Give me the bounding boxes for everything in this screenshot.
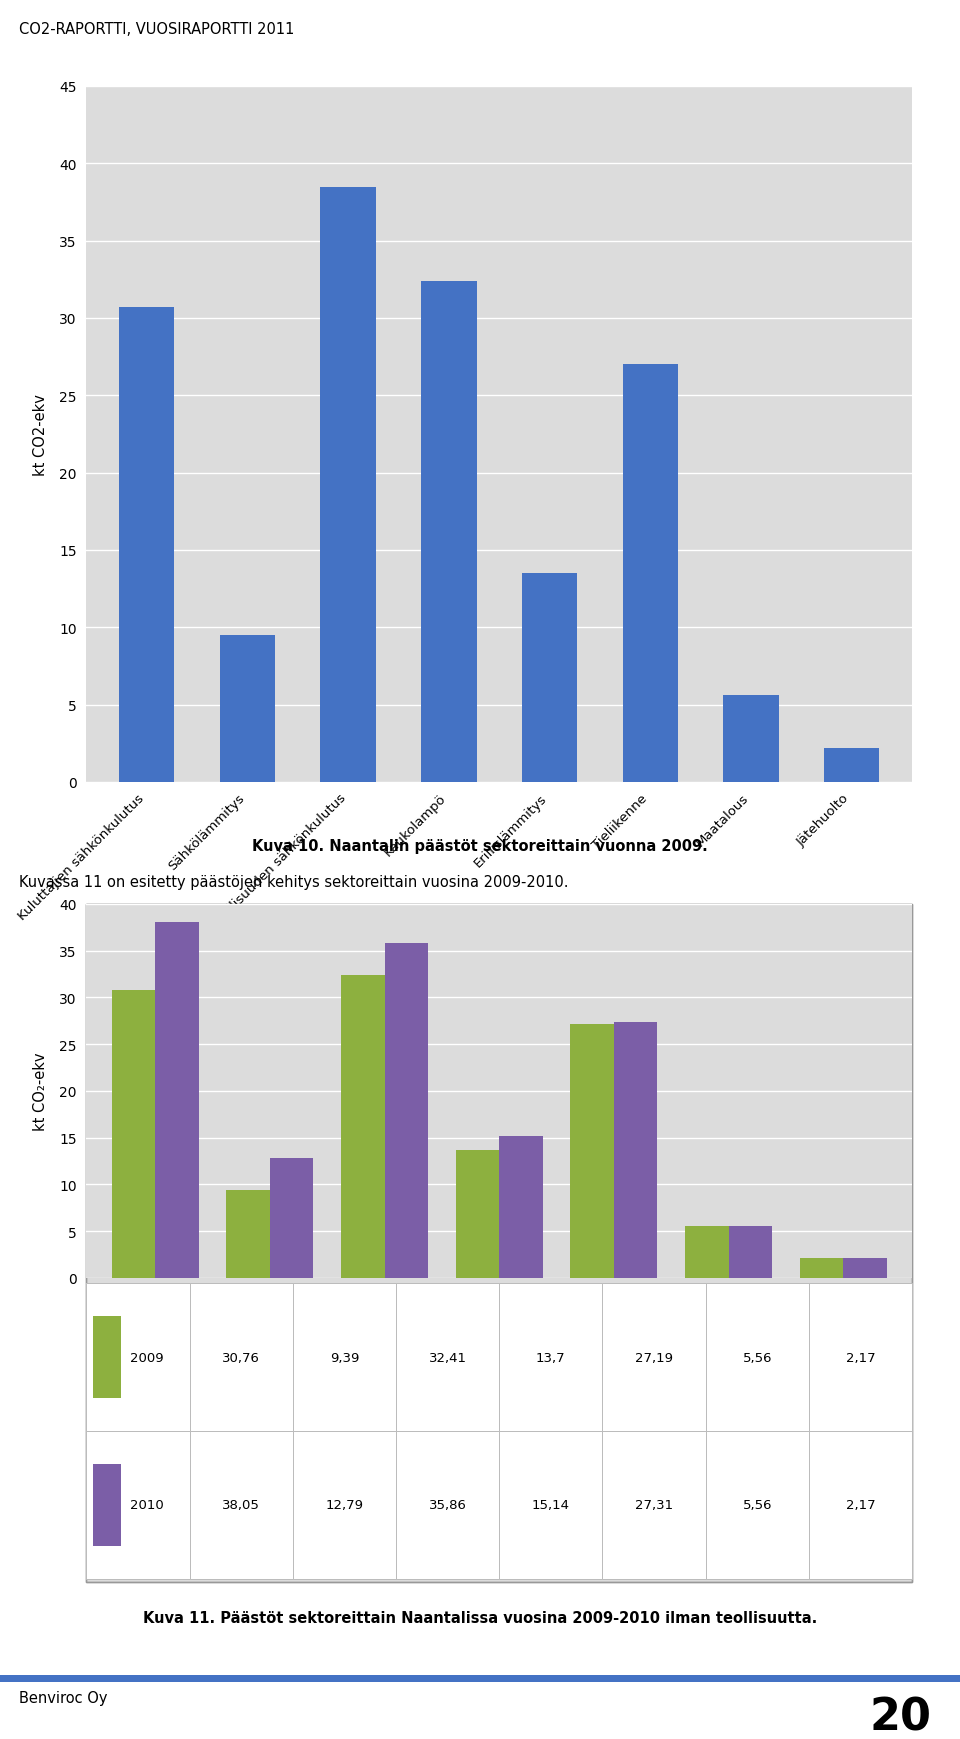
Bar — [800, 1257, 843, 1278]
Text: 30,76: 30,76 — [223, 1351, 260, 1363]
Text: Kuva 10. Naantalin päästöt sektoreittain vuonna 2009.: Kuva 10. Naantalin päästöt sektoreittain… — [252, 838, 708, 854]
Bar — [119, 308, 175, 783]
Bar — [613, 1023, 658, 1278]
Text: 5,56: 5,56 — [742, 1351, 772, 1363]
Text: 2010: 2010 — [130, 1499, 163, 1511]
Bar — [603, 1283, 706, 1431]
Text: 27,19: 27,19 — [635, 1351, 673, 1363]
Bar — [603, 1431, 706, 1579]
Text: 9,39: 9,39 — [329, 1351, 359, 1363]
Y-axis label: kt CO₂-ekv: kt CO₂-ekv — [33, 1052, 48, 1130]
Bar — [729, 1226, 772, 1278]
Bar — [189, 1283, 293, 1431]
Text: Kuvassa 11 on esitetty päästöjen kehitys sektoreittain vuosina 2009-2010.: Kuvassa 11 on esitetty päästöjen kehitys… — [19, 875, 568, 890]
Text: Benviroc Oy: Benviroc Oy — [19, 1690, 108, 1706]
Bar — [396, 1283, 499, 1431]
Text: 13,7: 13,7 — [536, 1351, 565, 1363]
Bar — [456, 1149, 499, 1278]
Bar — [499, 1283, 603, 1431]
Text: 5,56: 5,56 — [742, 1499, 772, 1511]
Text: 20: 20 — [869, 1696, 931, 1739]
Text: 2,17: 2,17 — [846, 1499, 876, 1511]
Text: 2009: 2009 — [130, 1351, 163, 1363]
Bar — [270, 1158, 313, 1278]
Bar — [341, 976, 385, 1278]
Text: CO2-RAPORTTI, VUOSIRAPORTTI 2011: CO2-RAPORTTI, VUOSIRAPORTTI 2011 — [19, 21, 295, 37]
Bar — [293, 1431, 396, 1579]
Bar — [843, 1257, 887, 1278]
Bar — [570, 1024, 613, 1278]
Bar — [706, 1283, 808, 1431]
Bar — [189, 1431, 293, 1579]
Text: 38,05: 38,05 — [223, 1499, 260, 1511]
Bar — [321, 188, 376, 783]
Bar — [684, 1226, 729, 1278]
Bar — [421, 282, 476, 783]
Y-axis label: kt CO2-ekv: kt CO2-ekv — [33, 393, 48, 476]
Text: 35,86: 35,86 — [429, 1499, 467, 1511]
Bar — [723, 696, 779, 783]
Text: 27,31: 27,31 — [635, 1499, 673, 1511]
Bar — [111, 991, 156, 1278]
Bar — [86, 1431, 189, 1579]
Bar — [808, 1431, 912, 1579]
Text: 32,41: 32,41 — [428, 1351, 467, 1363]
Bar — [92, 1316, 122, 1398]
Bar — [396, 1431, 499, 1579]
Bar — [522, 574, 577, 783]
Bar — [86, 1283, 189, 1431]
Bar — [824, 748, 879, 783]
Bar — [499, 1137, 542, 1278]
Text: 2,17: 2,17 — [846, 1351, 876, 1363]
Bar — [227, 1191, 270, 1278]
Bar — [92, 1464, 122, 1546]
Bar — [622, 365, 678, 783]
Bar — [293, 1283, 396, 1431]
Bar — [156, 922, 199, 1278]
Text: Kuva 11. Päästöt sektoreittain Naantalissa vuosina 2009-2010 ilman teollisuutta.: Kuva 11. Päästöt sektoreittain Naantalis… — [143, 1610, 817, 1626]
Bar — [808, 1283, 912, 1431]
Bar — [220, 636, 276, 783]
Bar — [385, 943, 428, 1278]
Bar — [499, 1431, 603, 1579]
Bar — [706, 1431, 808, 1579]
Text: 12,79: 12,79 — [325, 1499, 364, 1511]
Text: 15,14: 15,14 — [532, 1499, 570, 1511]
